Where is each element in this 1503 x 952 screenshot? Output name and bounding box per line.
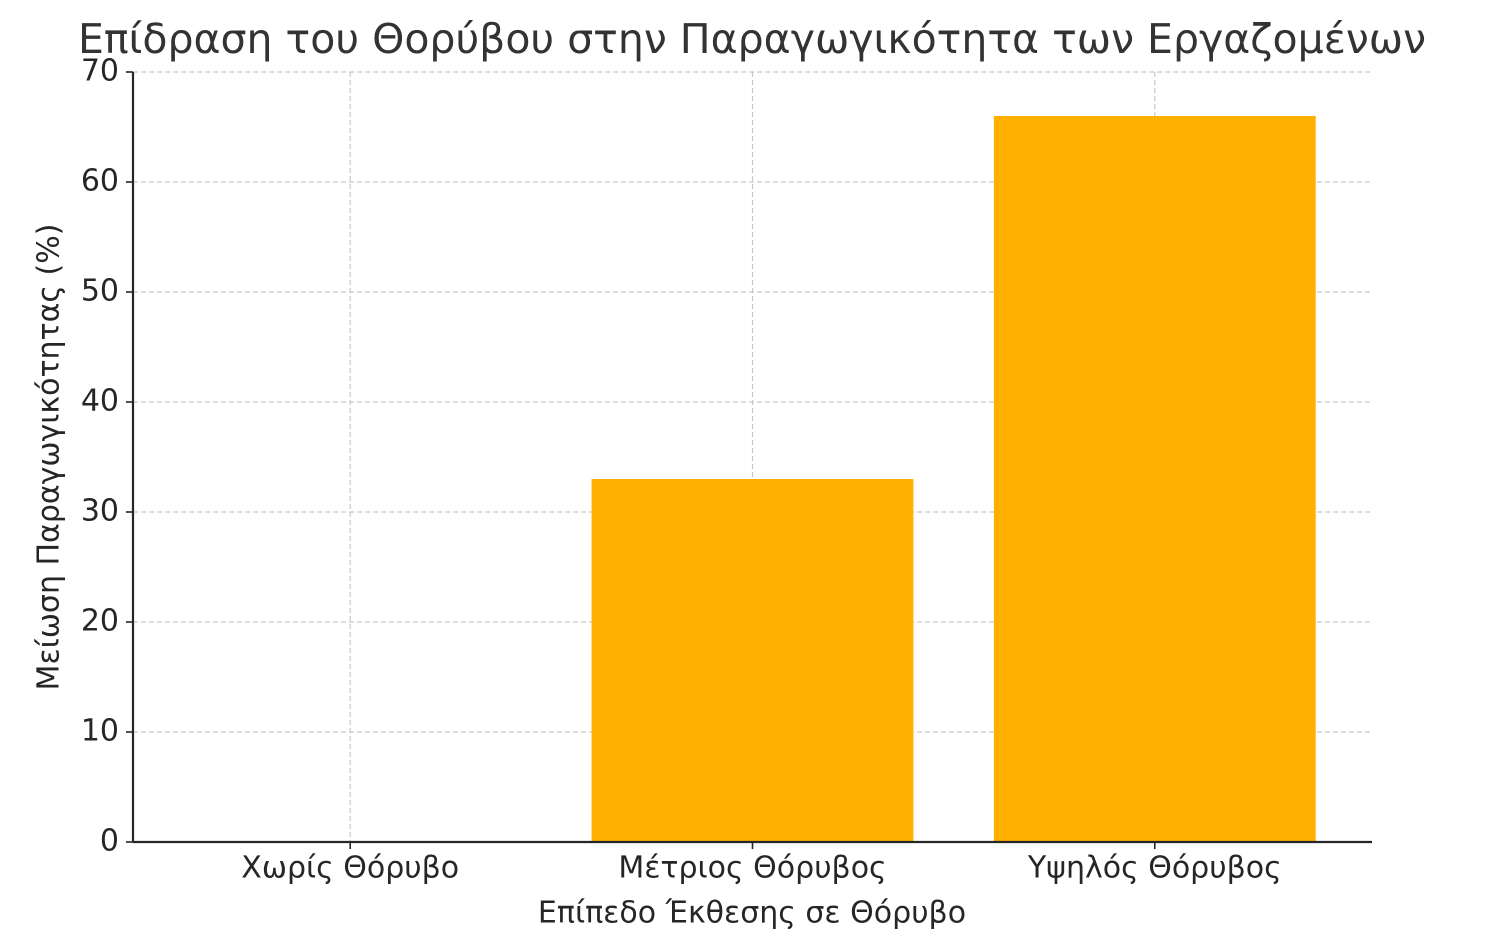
y-axis-label: Μείωση Παραγωγικότητας (%) bbox=[32, 224, 67, 691]
y-tick-label: 50 bbox=[81, 274, 119, 309]
x-tick-label: Μέτριος Θόρυβος bbox=[618, 851, 886, 886]
y-tick-label: 0 bbox=[100, 824, 119, 859]
x-axis-label: Επίπεδο Έκθεσης σε Θόρυβο bbox=[538, 896, 966, 931]
y-tick-label: 30 bbox=[81, 494, 119, 529]
y-tick-label: 10 bbox=[81, 714, 119, 749]
y-tick-label: 40 bbox=[81, 384, 119, 419]
chart-title: Επίδραση του Θορύβου στην Παραγωγικότητα… bbox=[78, 15, 1426, 63]
y-tick-label: 70 bbox=[81, 54, 119, 89]
bar bbox=[993, 116, 1316, 842]
x-tick-label: Χωρίς Θόρυβο bbox=[241, 851, 459, 886]
x-tick-label: Υψηλός Θόρυβος bbox=[1027, 851, 1282, 886]
bar bbox=[591, 479, 914, 842]
y-tick-label: 20 bbox=[81, 604, 119, 639]
y-tick-label: 60 bbox=[81, 164, 119, 199]
